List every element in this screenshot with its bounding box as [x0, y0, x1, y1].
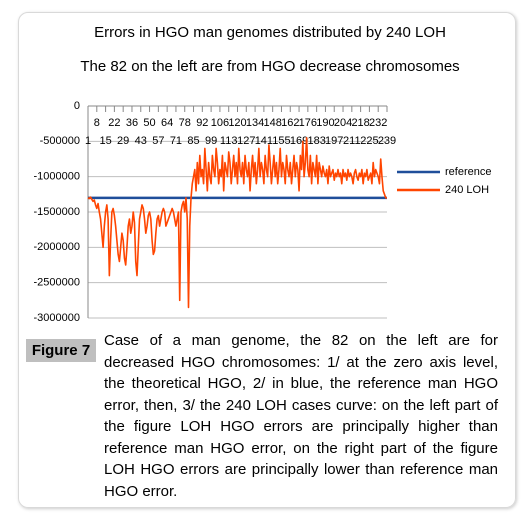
x-tick-label: 183 [307, 135, 325, 147]
x-tick-label: 85 [187, 135, 199, 147]
x-tick-label: 197 [325, 135, 343, 147]
legend-label: reference [445, 166, 491, 178]
x-tick-label: 78 [179, 117, 191, 129]
x-tick-label: 64 [161, 117, 173, 129]
x-tick-label: 71 [170, 135, 182, 147]
figure-label: Figure 7 [26, 339, 96, 362]
x-tick-label: 22 [108, 117, 120, 129]
x-tick-label: 43 [135, 135, 147, 147]
chart-title: Errors in HGO man genomes distributed by… [94, 24, 446, 41]
x-tick-label: 127 [237, 135, 255, 147]
figure-panel [18, 12, 516, 508]
x-tick-label: 218 [351, 117, 369, 129]
x-tick-label: 113 [220, 135, 238, 147]
x-tick-label: 1 [85, 135, 91, 147]
x-tick-label: 120 [228, 117, 246, 129]
x-tick-label: 232 [369, 117, 387, 129]
y-tick-label: 0 [74, 100, 80, 112]
x-tick-label: 8 [94, 117, 100, 129]
y-tick-label: -500000 [40, 135, 80, 147]
y-tick-label: -1000000 [34, 171, 81, 183]
x-tick-label: 211 [343, 135, 361, 147]
x-tick-label: 50 [143, 117, 155, 129]
x-tick-label: 190 [316, 117, 334, 129]
figure-caption: Case of a man genome, the 82 on the left… [104, 332, 498, 500]
x-tick-label: 176 [299, 117, 317, 129]
x-tick-label: 99 [205, 135, 217, 147]
y-tick-label: -2000000 [34, 241, 81, 253]
x-tick-label: 92 [196, 117, 208, 129]
legend-label: 240 LOH [445, 184, 489, 196]
x-tick-label: 239 [378, 135, 396, 147]
y-tick-label: -3000000 [34, 312, 81, 324]
x-tick-label: 106 [211, 117, 229, 129]
chart-subtitle: The 82 on the left are from HGO decrease… [80, 58, 459, 75]
x-tick-label: 36 [126, 117, 138, 129]
x-tick-label: 141 [255, 135, 273, 147]
x-tick-label: 29 [117, 135, 129, 147]
x-tick-label: 148 [263, 117, 281, 129]
y-tick-label: -1500000 [34, 206, 81, 218]
x-tick-label: 15 [99, 135, 111, 147]
y-tick-label: -2500000 [34, 277, 81, 289]
x-tick-label: 57 [152, 135, 164, 147]
x-tick-label: 155 [272, 135, 290, 147]
series-line [87, 137, 387, 309]
x-tick-label: 134 [246, 117, 264, 129]
x-tick-label: 162 [281, 117, 299, 129]
x-tick-label: 225 [360, 135, 378, 147]
x-tick-label: 204 [334, 117, 352, 129]
